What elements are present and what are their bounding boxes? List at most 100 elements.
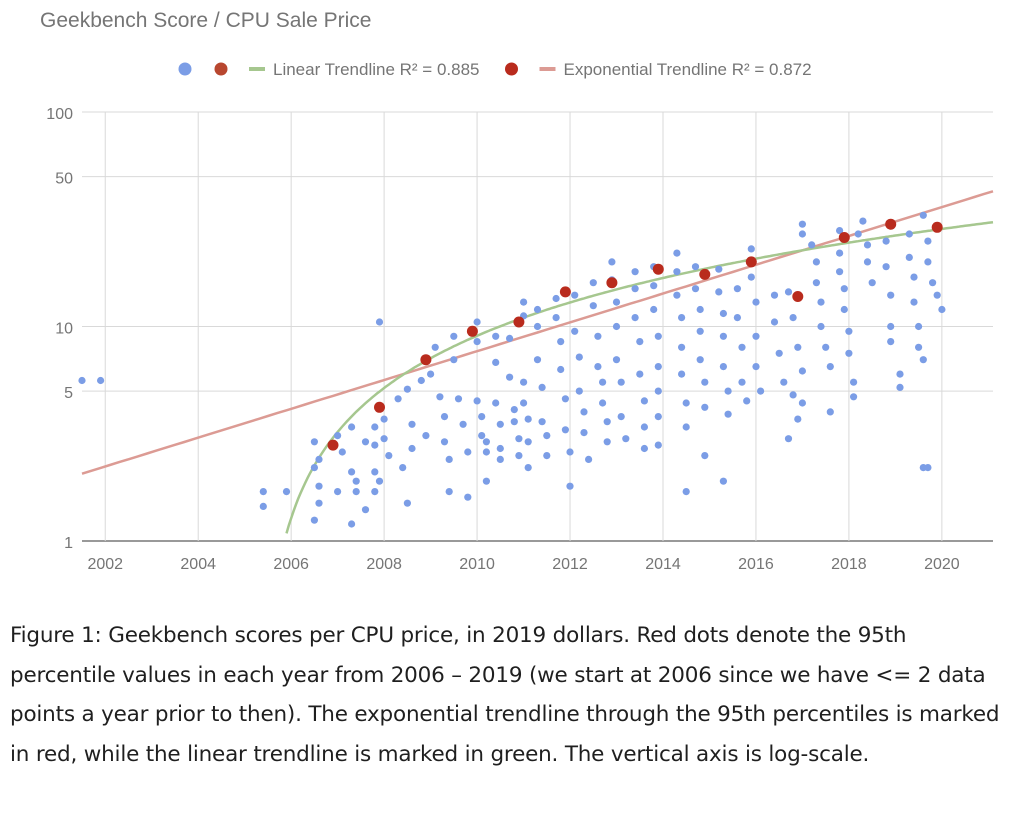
data-point <box>859 217 867 225</box>
data-point <box>905 253 913 261</box>
data-point <box>733 314 742 322</box>
data-point <box>640 397 649 405</box>
data-point <box>789 314 797 322</box>
data-point <box>399 464 407 472</box>
data-point <box>533 322 542 331</box>
data-point <box>394 395 402 403</box>
percentile-point <box>606 277 618 289</box>
data-point <box>826 363 834 371</box>
data-point <box>654 413 662 421</box>
x-tick-label: 2020 <box>924 556 960 573</box>
data-point <box>533 305 542 314</box>
data-point <box>798 230 807 238</box>
data-point <box>315 499 323 507</box>
data-point <box>464 493 472 501</box>
data-point <box>445 488 453 496</box>
data-point <box>371 441 379 449</box>
chart-svg: Linear Trendline R² = 0.885 Exponential T… <box>46 60 994 573</box>
data-point <box>752 363 760 371</box>
percentile-point <box>885 218 897 230</box>
percentile-point <box>374 401 385 413</box>
data-point <box>784 288 793 296</box>
data-point <box>496 420 504 428</box>
data-point <box>492 358 500 366</box>
data-point <box>515 452 523 460</box>
data-point <box>575 387 583 395</box>
percentile-point <box>513 316 525 328</box>
data-point <box>673 268 681 276</box>
data-point <box>929 279 937 287</box>
data-point <box>682 488 690 496</box>
x-tick-label: 2010 <box>459 556 495 573</box>
legend-label: Linear Trendline R² = 0.885 <box>273 60 480 79</box>
data-point <box>571 327 579 335</box>
data-point <box>640 423 649 431</box>
data-point <box>794 415 802 423</box>
data-point <box>924 464 932 472</box>
data-point <box>896 370 904 378</box>
data-point <box>524 464 532 472</box>
data-point <box>552 294 560 303</box>
percentile-point <box>652 263 664 275</box>
data-point <box>701 403 709 411</box>
data-point <box>654 387 662 395</box>
data-point <box>348 520 356 528</box>
data-point <box>473 338 481 346</box>
data-point <box>436 393 444 401</box>
x-tick-label: 2016 <box>738 556 774 573</box>
data-point <box>533 356 542 364</box>
data-point <box>520 378 528 386</box>
data-point <box>696 305 704 314</box>
data-point <box>608 258 616 266</box>
data-point <box>599 378 607 386</box>
data-point <box>338 448 346 456</box>
data-point <box>840 285 848 293</box>
percentile-point <box>559 286 571 298</box>
data-point <box>882 263 890 271</box>
data-point <box>696 356 704 364</box>
data-point <box>557 338 565 346</box>
percentile-point <box>466 325 478 337</box>
data-point <box>882 237 890 245</box>
data-point <box>910 273 918 281</box>
data-point <box>524 438 532 446</box>
data-point <box>738 343 746 351</box>
data-point <box>348 423 356 431</box>
data-point <box>798 399 807 407</box>
data-point <box>352 488 360 496</box>
data-point <box>636 338 644 346</box>
data-point <box>863 241 872 249</box>
linear-trendline <box>285 220 994 534</box>
data-point <box>719 363 728 371</box>
data-point <box>919 356 927 364</box>
data-point <box>524 415 532 423</box>
x-tick-label: 2012 <box>552 556 588 573</box>
data-point <box>571 291 579 299</box>
data-point <box>403 499 411 507</box>
data-point <box>794 343 802 351</box>
data-point <box>854 230 862 238</box>
data-point <box>589 279 597 287</box>
data-point <box>380 415 388 423</box>
data-point <box>427 370 435 378</box>
data-point <box>845 349 853 357</box>
data-point <box>915 343 923 351</box>
data-point <box>752 332 760 340</box>
data-point <box>496 444 504 453</box>
chart-title: Geekbench Score / CPU Sale Price <box>40 9 372 32</box>
data-point <box>808 241 816 249</box>
data-point <box>589 302 597 310</box>
data-point <box>482 477 490 485</box>
percentile-point <box>838 232 850 243</box>
x-tick-label: 2006 <box>273 556 309 573</box>
data-point <box>585 455 593 463</box>
data-point <box>887 338 895 346</box>
data-point <box>478 432 486 440</box>
data-point <box>701 378 709 386</box>
data-point <box>543 432 551 440</box>
data-point <box>678 343 686 351</box>
data-point <box>845 327 853 335</box>
data-point <box>719 309 728 318</box>
data-point <box>715 265 723 273</box>
data-point <box>282 488 291 496</box>
